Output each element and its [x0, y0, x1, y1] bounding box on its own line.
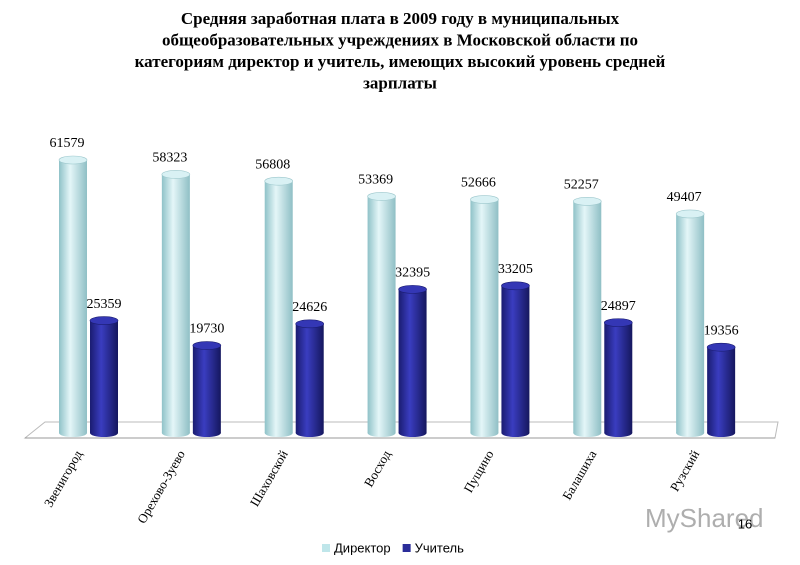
bar — [59, 160, 87, 433]
bar-base — [90, 429, 118, 437]
bar-base — [192, 429, 221, 437]
bar-top — [58, 155, 88, 165]
data-label: 53369 — [358, 173, 393, 188]
data-label: 24626 — [292, 300, 327, 315]
chart-title: общеобразовательных учреждениях в Москов… — [162, 30, 638, 49]
bar-base — [59, 429, 87, 437]
bar-top — [192, 341, 222, 350]
bar — [295, 323, 324, 433]
bar — [501, 285, 530, 433]
legend-label: Учитель — [415, 540, 464, 555]
data-label: 32395 — [395, 266, 430, 281]
chart-title: категориям директор и учитель, имеющих в… — [135, 52, 666, 71]
bar — [192, 345, 221, 433]
data-label: 19730 — [189, 322, 224, 337]
bar-top — [501, 281, 530, 291]
bar-top — [572, 197, 602, 206]
x-tick-label: Восход — [361, 447, 394, 489]
bar-base — [470, 429, 499, 437]
x-tick-label: Балашиха — [559, 447, 599, 502]
bar-top — [367, 192, 396, 201]
bar — [604, 322, 633, 433]
bar-base — [604, 429, 633, 437]
chart-title: зарплаты — [363, 73, 437, 92]
data-label: 56808 — [255, 157, 290, 172]
chart-title: Средняя заработная плата в 2009 году в м… — [181, 9, 620, 28]
bar — [707, 347, 736, 433]
bar — [573, 201, 602, 433]
watermark: MyShared — [645, 503, 764, 533]
x-tick-label: Пущино — [460, 447, 496, 495]
bar-base — [295, 429, 324, 437]
x-tick-label: Рузский — [667, 447, 702, 493]
bar-top — [706, 342, 736, 352]
bar — [367, 196, 396, 433]
bar-base — [264, 429, 293, 437]
x-tick-label: Звенигород — [41, 447, 86, 509]
bar — [676, 213, 705, 433]
bar-top — [161, 170, 191, 179]
legend-label: Директор — [334, 540, 391, 555]
bar — [470, 199, 499, 433]
data-label: 33205 — [498, 262, 533, 277]
data-label: 52257 — [564, 178, 599, 193]
page-number: 16 — [738, 516, 752, 531]
data-label: 25359 — [87, 297, 122, 312]
bar-base — [161, 429, 190, 437]
bar-top — [295, 319, 325, 329]
bar — [398, 289, 427, 433]
bar-top — [264, 176, 294, 186]
bar-base — [676, 429, 705, 437]
bar-base — [367, 429, 396, 437]
bar-base — [707, 429, 736, 437]
data-label: 61579 — [50, 136, 85, 151]
bar-top — [89, 316, 119, 325]
bar-top — [398, 285, 427, 294]
bar-base — [398, 429, 427, 437]
bar — [161, 174, 190, 433]
bar — [90, 320, 118, 433]
data-label: 58323 — [152, 151, 187, 166]
data-label: 52666 — [461, 176, 496, 191]
bar-top — [675, 209, 705, 219]
bar — [264, 181, 293, 433]
legend-swatch — [402, 544, 411, 552]
bar-base — [573, 429, 602, 437]
bar-top — [603, 318, 633, 327]
data-label: 24897 — [601, 299, 636, 314]
bar-base — [501, 429, 530, 437]
legend-swatch — [322, 544, 330, 552]
bar-top — [470, 195, 499, 204]
x-tick-label: Шаховской — [247, 447, 291, 509]
data-label: 49407 — [667, 190, 702, 205]
data-label: 19356 — [704, 323, 739, 338]
x-tick-label: Орехово-Зуево — [134, 447, 188, 526]
